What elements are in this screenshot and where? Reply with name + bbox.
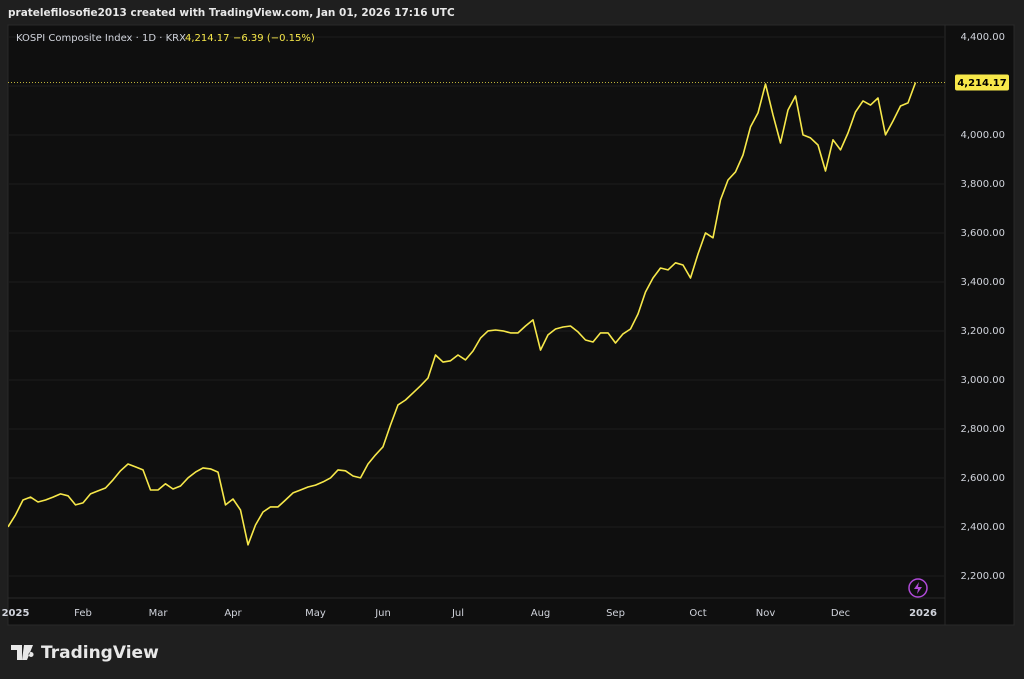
x-tick-label: Aug — [531, 608, 551, 619]
logo-mark — [11, 645, 34, 660]
y-tick-label: 3,800.00 — [960, 179, 1005, 190]
caption: pratelefilosofie2013 created with Tradin… — [8, 7, 455, 19]
y-tick-label: 2,600.00 — [960, 473, 1005, 484]
x-tick-label: Jun — [374, 608, 391, 619]
x-tick-label: May — [305, 608, 326, 619]
plot — [8, 82, 945, 546]
x-tick-label: Dec — [831, 608, 850, 619]
x-tick-label: Mar — [149, 608, 169, 619]
x-tick-label: Sep — [606, 608, 625, 619]
header-change: −6.39 (−0.15%) — [233, 33, 315, 44]
last-price-tag-label: 4,214.17 — [957, 78, 1006, 89]
x-tick-label: 2026 — [909, 608, 937, 619]
grid — [8, 36, 945, 577]
x-tick-label: Apr — [224, 608, 242, 619]
pane — [7, 24, 1015, 626]
y-tick-label: 3,000.00 — [960, 375, 1005, 386]
x-tick-label: 2025 — [2, 608, 30, 619]
x-tick-label: Nov — [756, 608, 776, 619]
y-tick-label: 4,400.00 — [960, 32, 1005, 43]
price-line — [8, 82, 917, 546]
axes: 2,200.00 2,400.00 2,600.00 2,800.00 3,000.00… — [2, 32, 1009, 619]
y-tick-label: 3,400.00 — [960, 277, 1005, 288]
y-tick-label: 3,600.00 — [960, 228, 1005, 239]
y-tick-label: 2,200.00 — [960, 571, 1005, 582]
chart-title: KOSPI Composite Index · 1D · KRX — [16, 33, 186, 44]
x-tick-label: Jul — [451, 608, 464, 619]
brand: TradingView — [41, 643, 159, 663]
y-tick-label: 4,000.00 — [960, 130, 1005, 141]
alert-bolt — [914, 582, 922, 594]
x-tick-label: Feb — [74, 608, 92, 619]
logo: TradingView — [11, 643, 159, 663]
y-tick-label: 2,400.00 — [960, 522, 1005, 533]
y-tick-label: 2,800.00 — [960, 424, 1005, 435]
y-tick-label: 3,200.00 — [960, 326, 1005, 337]
alert-icon[interactable] — [908, 578, 928, 598]
last-price-tag — [955, 74, 1009, 91]
x-tick-label: Oct — [689, 608, 706, 619]
header-price: 4,214.17 — [185, 33, 230, 44]
